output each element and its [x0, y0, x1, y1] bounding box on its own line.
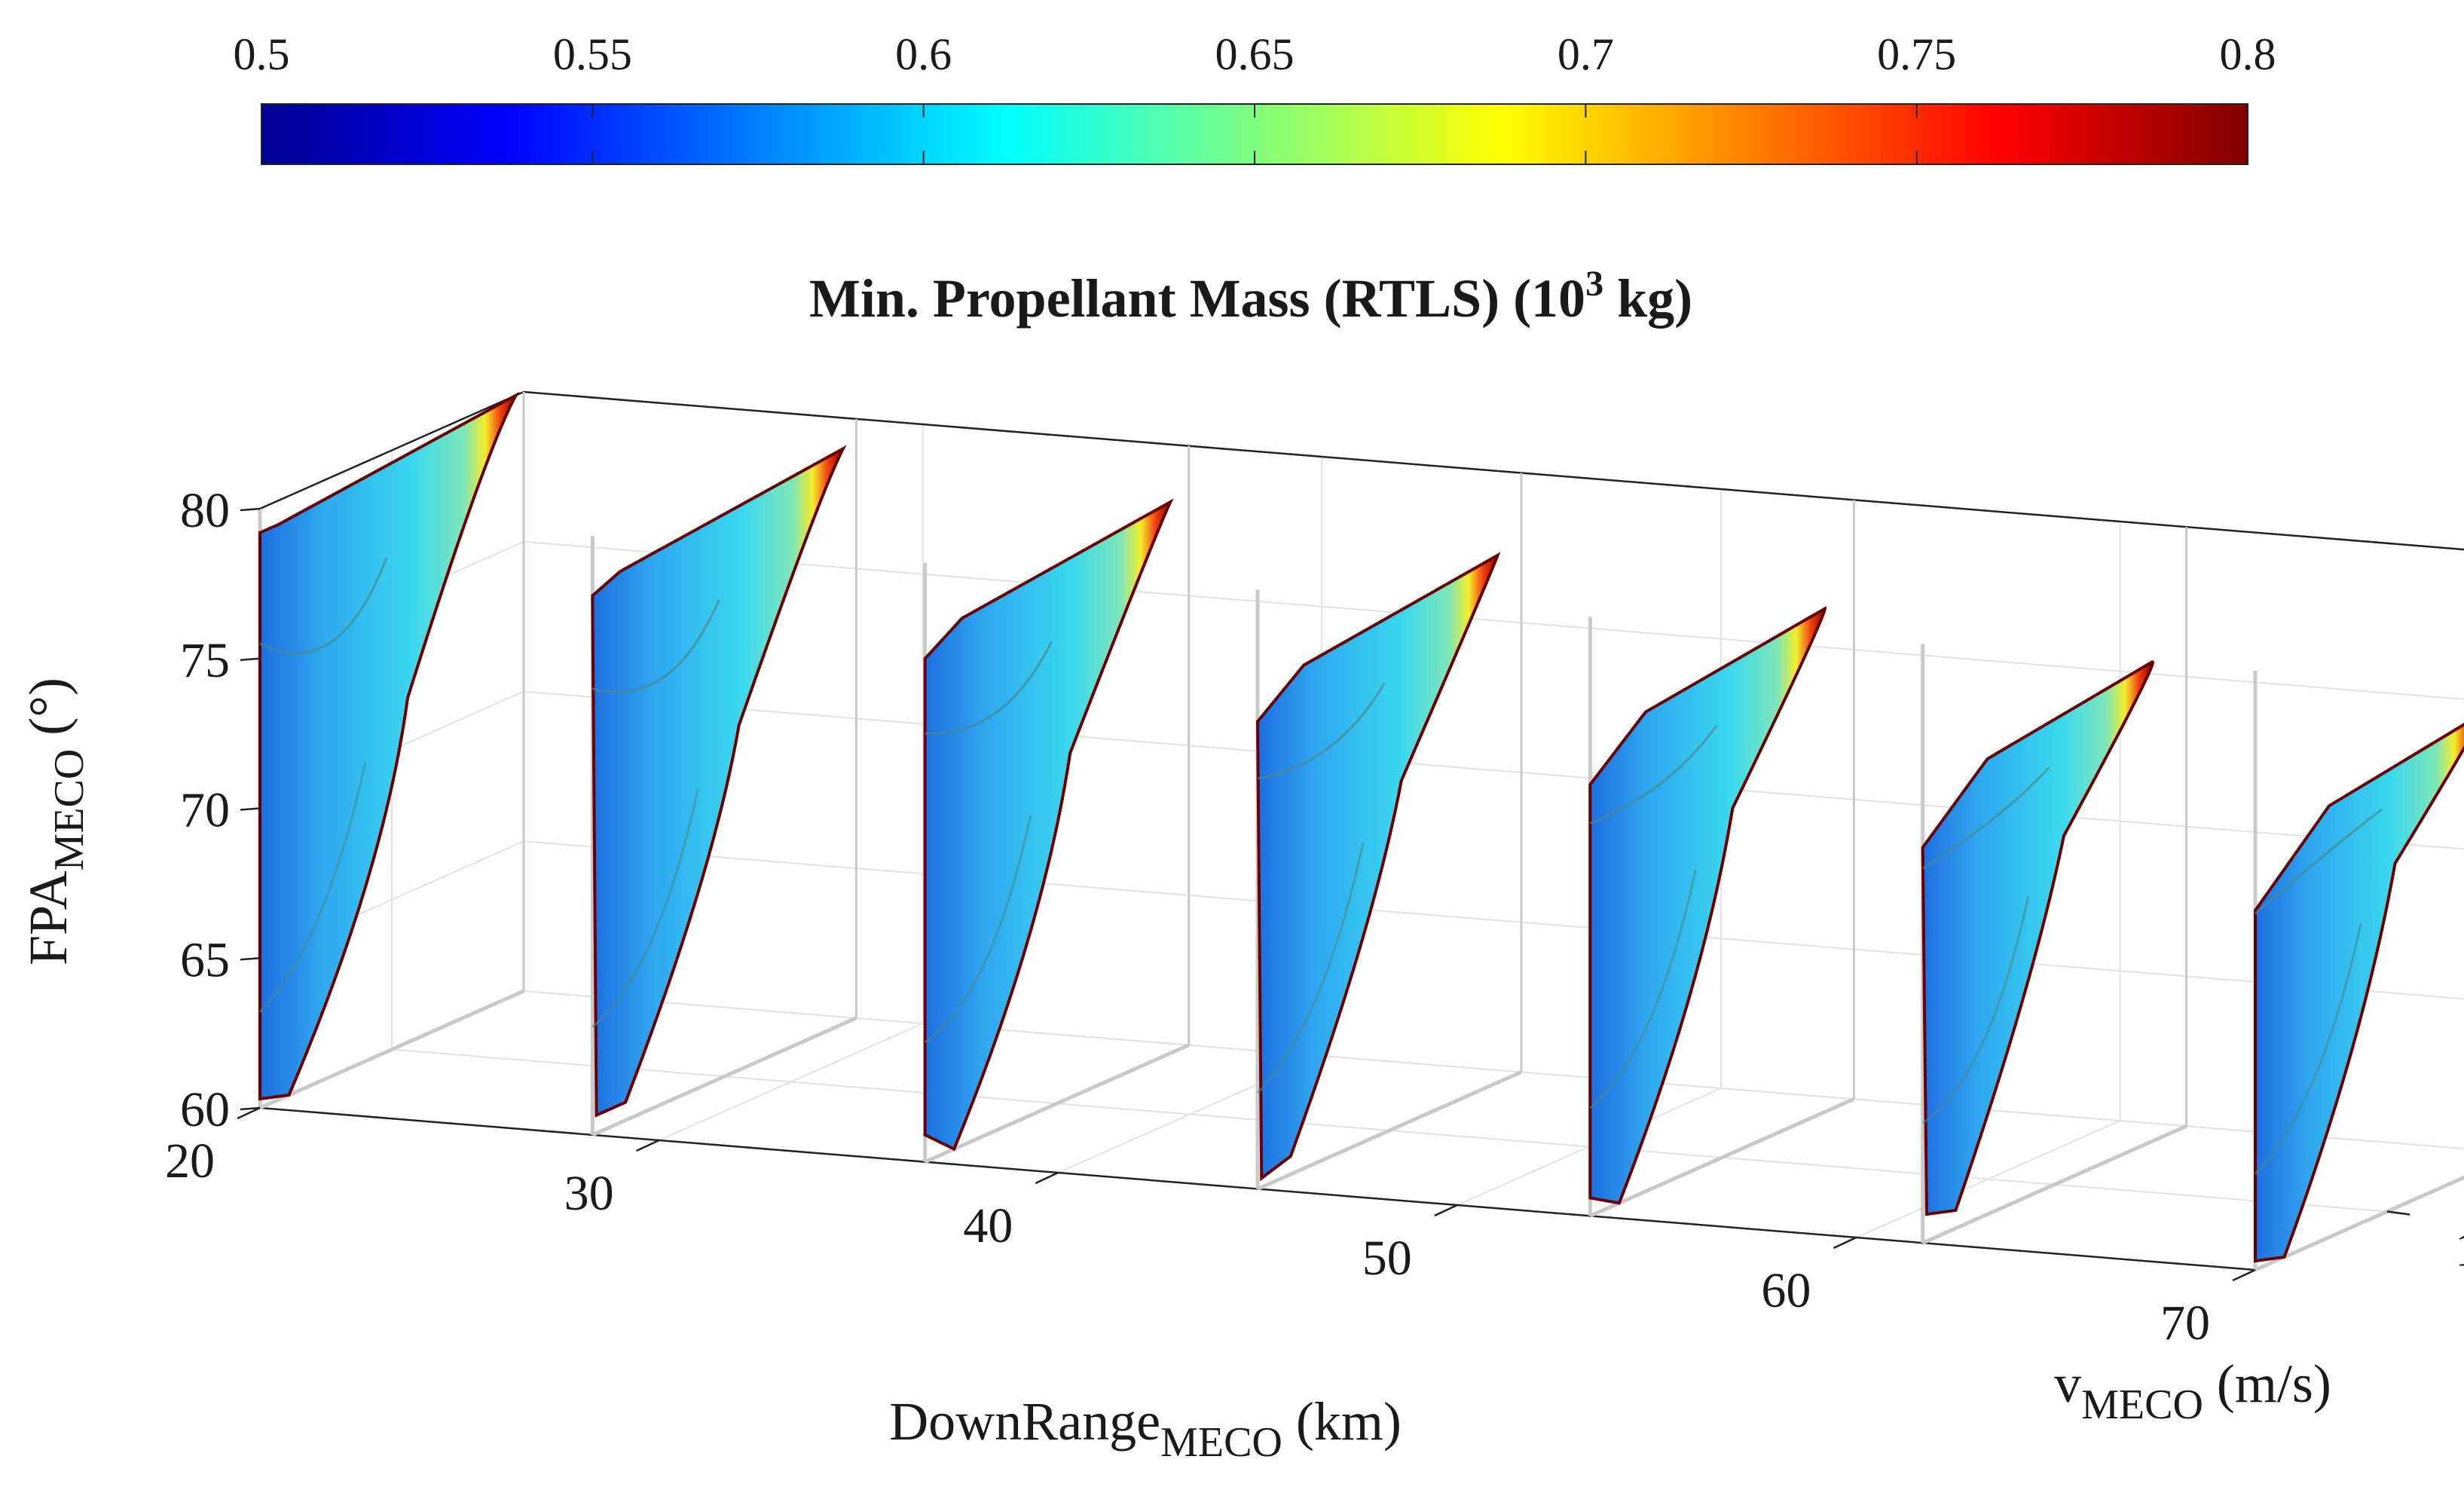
- slice-surface: [1255, 552, 1501, 1182]
- heatmap-slice: [1255, 473, 1523, 1191]
- z-axis-label-sub: MECO: [46, 749, 93, 871]
- x-tick: [1833, 1236, 1857, 1250]
- slice-contour: [1257, 683, 1386, 780]
- y-axis-label-end: (m/s): [2203, 1354, 2331, 1414]
- colorbar-tick-label: 0.75: [1877, 29, 1956, 79]
- slice-contour: [925, 641, 1053, 735]
- z-tick: [240, 657, 261, 661]
- heatmap-slice: [1588, 500, 1855, 1218]
- y-tick-label: 1500: [2455, 1222, 2464, 1277]
- slice-edge: [258, 989, 525, 1110]
- x-axis-label-sub: MECO: [1160, 1419, 1282, 1466]
- slice-edge: [1256, 1070, 1523, 1191]
- slice-edge: [592, 1016, 858, 1137]
- z-axis-label: FPAMECO (°): [18, 678, 93, 965]
- slice-contour: [1589, 724, 1718, 825]
- slice-contour: [1589, 869, 1697, 1109]
- chart-title-sup: 3: [1585, 264, 1603, 304]
- slice-contour: [924, 815, 1032, 1043]
- slice-contour: [1921, 896, 2030, 1124]
- slice-contour: [2254, 923, 2362, 1175]
- z-tick-label: 80: [180, 483, 230, 538]
- heatmap-slices: [258, 391, 2464, 1272]
- slice-contour: [1256, 842, 1365, 1094]
- axis-edge: [259, 390, 524, 510]
- z-tick-label: 70: [180, 783, 230, 838]
- z-tick: [240, 957, 261, 961]
- z-tick: [240, 807, 261, 811]
- z-tick-label: 60: [180, 1082, 230, 1137]
- x-axis-label-end: (km): [1282, 1391, 1402, 1452]
- heatmap-slice: [1921, 527, 2188, 1245]
- x-tick: [1035, 1171, 1059, 1185]
- y-axis-label: vMECO (m/s): [2054, 1354, 2331, 1428]
- slice-surface: [2254, 723, 2464, 1263]
- x-tick-label: 20: [165, 1134, 215, 1189]
- z-tick-label: 65: [180, 932, 230, 987]
- slice-surface: [258, 391, 520, 1101]
- z-tick-label: 75: [180, 633, 230, 688]
- slice-surface: [1588, 606, 1827, 1205]
- z-tick: [240, 507, 261, 512]
- slice-edge: [1589, 1097, 1855, 1218]
- y-tick: [2386, 1210, 2411, 1216]
- colorbar-tick-label: 0.65: [1215, 29, 1295, 79]
- colorbar-tick-label: 0.5: [234, 29, 290, 79]
- z-axis-label-end: (°): [18, 678, 78, 749]
- chart-title-main: Min. Propellant Mass (RTLS) (10: [809, 268, 1585, 329]
- z-tick: [240, 1106, 261, 1111]
- x-tick: [1434, 1204, 1458, 1217]
- heatmap-slice: [590, 418, 858, 1137]
- slice-surface: [1921, 660, 2154, 1216]
- x-axis-label: DownRangeMECO (km): [889, 1391, 1402, 1466]
- slice-contour: [258, 761, 367, 1013]
- slice-surface: [923, 498, 1174, 1152]
- x-tick-label: 60: [1761, 1263, 1811, 1318]
- x-tick-label: 30: [564, 1166, 614, 1221]
- y-axis-label-sub: MECO: [2081, 1381, 2203, 1428]
- colorbar-tick-label: 0.6: [895, 29, 952, 79]
- slice-contour: [2255, 808, 2383, 915]
- colorbar: 0.5 0.55 0.6 0.65 0.7 0.75 0.8: [234, 29, 2276, 165]
- slice-surface: [591, 445, 847, 1118]
- chart-title-end: kg): [1603, 268, 1692, 329]
- slice-contour: [592, 788, 699, 1028]
- heatmap-slice: [2253, 671, 2464, 1272]
- y-axis-label-main: v: [2054, 1354, 2081, 1414]
- slice-contour: [259, 557, 388, 655]
- slice-contour: [1921, 766, 2050, 870]
- x-tick: [636, 1139, 660, 1152]
- heatmap-slice: [923, 445, 1191, 1164]
- x-axis-label-main: DownRange: [889, 1391, 1160, 1452]
- x-tick-label: 40: [963, 1198, 1013, 1253]
- x-tick-label: 50: [1362, 1231, 1412, 1286]
- grid-line: [523, 690, 2464, 850]
- slice-contour: [592, 598, 720, 693]
- x-tick-label: 70: [2160, 1296, 2210, 1351]
- x-tick: [2232, 1268, 2256, 1282]
- colorbar-tick-label: 0.8: [2220, 29, 2276, 79]
- slice-edge: [924, 1043, 1190, 1164]
- grid-line: [523, 840, 2464, 1000]
- x-tick: [237, 1106, 261, 1120]
- colorbar-tick-label: 0.7: [1558, 29, 1614, 79]
- colorbar-tick-label: 0.55: [553, 29, 632, 79]
- axis-ticks: 606570758020304050607015002000: [165, 483, 2464, 1351]
- slice-edge: [1921, 1124, 2187, 1245]
- colorbar-ticks: 0.5 0.55 0.6 0.65 0.7 0.75 0.8: [234, 29, 2276, 164]
- z-axis-label-main: FPA: [18, 871, 78, 965]
- chart-title: Min. Propellant Mass (RTLS) (103 kg): [809, 264, 1692, 329]
